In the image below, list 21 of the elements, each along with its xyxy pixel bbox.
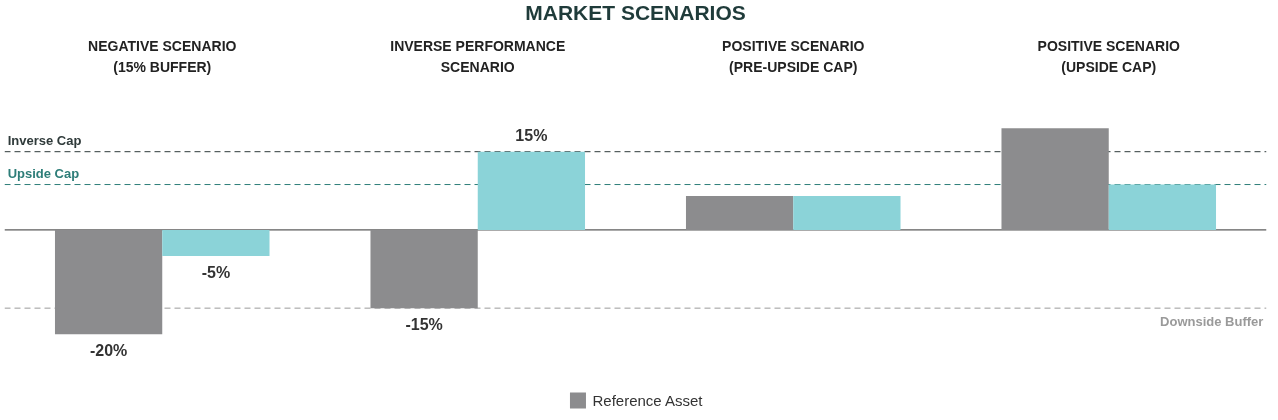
bar	[1001, 128, 1109, 230]
bar	[477, 151, 586, 230]
bar	[793, 196, 901, 230]
bar	[54, 229, 163, 335]
x-tick-label: POSITIVE SCENARIO (UPSIDE CAP)	[1037, 37, 1181, 75]
data-label: -20%	[89, 342, 128, 360]
bar	[162, 229, 270, 256]
x-tick-label: INVERSE PERFORMANCE SCENARIO	[390, 37, 566, 75]
data-label: -5%	[201, 263, 231, 281]
bar	[685, 196, 794, 230]
bar	[1108, 184, 1217, 230]
chart-title: MARKET SCENARIOS	[525, 1, 746, 25]
x-tick-label: POSITIVE SCENARIO (PRE-UPSIDE CAP)	[722, 37, 865, 75]
ref-line-label: Upside Cap	[7, 165, 80, 181]
x-tick-label: NEGATIVE SCENARIO (15% BUFFER)	[88, 37, 237, 75]
data-label: 15%	[515, 126, 548, 144]
data-label: -15%	[405, 316, 443, 334]
bar	[370, 229, 478, 309]
ref-line-label: Inverse Cap	[7, 132, 82, 148]
legend-label: Reference Asset	[592, 391, 703, 409]
ref-line-label: Downside Buffer	[1160, 314, 1264, 330]
